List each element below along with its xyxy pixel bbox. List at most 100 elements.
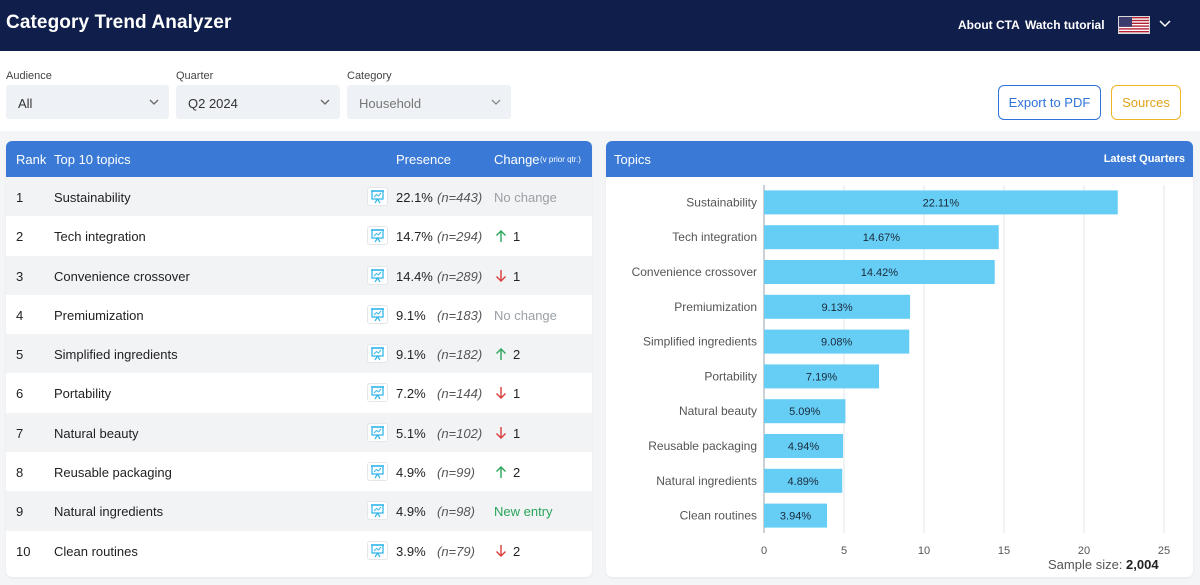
sample-count: (n=289) <box>437 268 483 284</box>
rank-cell: 10 <box>16 543 31 559</box>
sample-size-label: Sample size: <box>1048 557 1123 572</box>
top-topics-table: Rank Top 10 topics Presence Change (v pr… <box>6 141 592 577</box>
bar[interactable] <box>764 399 846 424</box>
chevron-down-icon <box>149 99 159 105</box>
change-cell: 1 <box>494 229 520 244</box>
topic-cell: Portability <box>54 386 112 402</box>
change-cell: No change <box>494 308 557 323</box>
about-link[interactable]: About CTA <box>958 18 1020 32</box>
topic-cell: Premiumization <box>54 307 144 323</box>
presence-value: 4.9% <box>396 465 426 481</box>
topic-cell: Reusable packaging <box>54 465 172 481</box>
table-row: 1 Sustainability 22.1% (n=443) No change <box>6 177 592 217</box>
sample-count: (n=79) <box>437 543 475 559</box>
bar[interactable] <box>764 225 999 250</box>
bar[interactable] <box>764 503 828 528</box>
presentation-icon[interactable] <box>367 501 388 521</box>
arrow-up-icon <box>494 465 508 479</box>
app-title: Category Trend Analyzer <box>6 12 232 33</box>
rank-cell: 3 <box>16 268 24 284</box>
category-label: Reusable packaging <box>648 439 757 453</box>
rank-cell: 8 <box>16 465 24 481</box>
presentation-icon[interactable] <box>367 304 388 324</box>
topic-cell: Natural beauty <box>54 425 139 441</box>
presentation-icon[interactable] <box>367 462 388 482</box>
arrow-up-icon <box>494 347 508 361</box>
category-label: Clean routines <box>680 509 757 523</box>
presence-value: 7.2% <box>396 386 426 402</box>
sample-size-value: 2,004 <box>1126 557 1159 572</box>
table-row: 3 Convenience crossover 14.4% (n=289) 1 <box>6 255 592 295</box>
chart-subtitle: Latest Quarters <box>1103 153 1185 165</box>
topic-cell: Convenience crossover <box>54 268 190 284</box>
bar-value-label: 14.42% <box>861 267 899 279</box>
sample-count: (n=99) <box>437 465 475 481</box>
rank-cell: 7 <box>16 425 24 441</box>
presence-value: 22.1% <box>396 190 433 205</box>
chart-header: Topics Latest Quarters <box>606 141 1193 177</box>
x-tick-label: 0 <box>761 545 767 557</box>
change-value: 1 <box>513 268 521 284</box>
presentation-icon[interactable] <box>367 383 388 403</box>
change-value: 1 <box>513 425 521 441</box>
presence-value: 14.4% <box>396 268 433 284</box>
change-value: No change <box>494 190 557 205</box>
presentation-icon[interactable] <box>367 540 388 560</box>
topic-cell: Sustainability <box>54 190 131 205</box>
presence-value: 5.1% <box>396 425 426 441</box>
table-header: Rank Top 10 topics Presence Change (v pr… <box>6 141 592 177</box>
export-pdf-button[interactable]: Export to PDF <box>998 85 1101 120</box>
presentation-icon[interactable] <box>367 226 388 246</box>
table-row: 9 Natural ingredients 4.9% (n=98) New entry <box>6 491 592 531</box>
change-cell: 2 <box>494 465 520 480</box>
sample-count: (n=443) <box>437 190 483 205</box>
audience-select[interactable]: All <box>6 85 169 119</box>
bar[interactable] <box>764 434 844 458</box>
quarter-select[interactable]: Q2 2024 <box>176 85 340 119</box>
presence-value: 9.1% <box>396 307 426 323</box>
presentation-icon[interactable] <box>367 422 388 442</box>
filters-bar: Audience All Quarter Q2 2024 Category Ho… <box>0 51 1200 131</box>
change-value: No change <box>494 307 557 323</box>
category-label: Sustainability <box>686 195 757 209</box>
bar[interactable] <box>764 364 880 389</box>
bar[interactable] <box>764 190 1118 215</box>
topic-cell: Clean routines <box>54 543 138 559</box>
arrow-down-icon <box>494 269 508 283</box>
watch-tutorial-link[interactable]: Watch tutorial <box>1025 18 1105 32</box>
table-row: 8 Reusable packaging 4.9% (n=99) 2 <box>6 452 592 491</box>
presentation-icon[interactable] <box>367 344 388 364</box>
presentation-icon[interactable] <box>367 187 388 206</box>
presence-value: 9.1% <box>396 347 426 363</box>
change-value: New entry <box>494 504 553 520</box>
table-row: 4 Premiumization 9.1% (n=183) No change <box>6 295 592 334</box>
bar[interactable] <box>764 294 911 319</box>
chevron-down-icon <box>320 99 330 105</box>
sample-count: (n=102) <box>437 425 483 441</box>
change-cell: 2 <box>494 544 520 559</box>
top-bar: Category Trend Analyzer About CTA Watch … <box>0 0 1200 51</box>
bar[interactable] <box>764 260 995 284</box>
bar[interactable] <box>764 329 910 354</box>
category-select[interactable]: Household <box>347 85 511 119</box>
sources-button[interactable]: Sources <box>1111 85 1181 120</box>
x-tick-label: 20 <box>1078 545 1090 557</box>
presentation-icon[interactable] <box>367 265 388 285</box>
table-row: 7 Natural beauty 5.1% (n=102) 1 <box>6 412 592 453</box>
bar-value-label: 4.89% <box>788 476 819 488</box>
category-label: Natural beauty <box>679 404 757 418</box>
arrow-down-icon <box>494 544 508 558</box>
quarter-value: Q2 2024 <box>188 96 238 111</box>
chart-title: Topics <box>614 152 651 167</box>
category-label: Convenience crossover <box>632 265 757 279</box>
bar-value-label: 9.08% <box>821 337 852 349</box>
change-value: 2 <box>513 543 521 559</box>
topic-cell: Simplified ingredients <box>54 347 178 363</box>
rank-cell: 4 <box>16 307 24 323</box>
us-flag-icon[interactable] <box>1118 16 1150 34</box>
chevron-down-icon[interactable] <box>1158 17 1172 29</box>
change-header-note: (v prior qtr.) <box>540 155 581 164</box>
category-label: Premiumization <box>674 300 757 314</box>
bar[interactable] <box>764 468 843 493</box>
sample-count: (n=294) <box>437 229 483 245</box>
